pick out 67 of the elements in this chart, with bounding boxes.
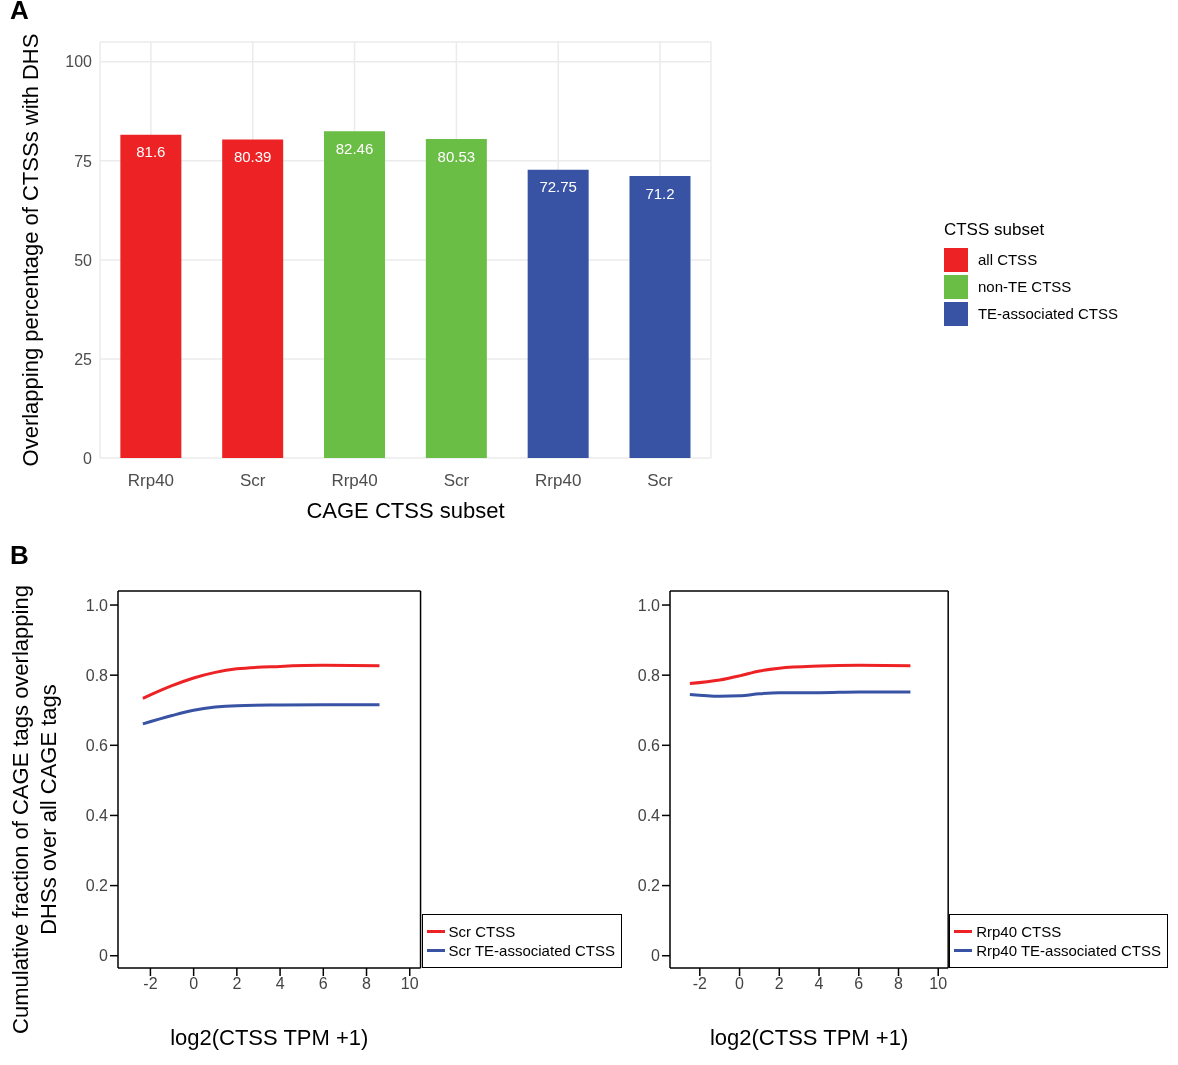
data-label: 82.46 bbox=[335, 139, 374, 157]
y-tick-label: 0.6 bbox=[85, 736, 109, 754]
x-axis-title: log2(CTSS TPM +1) bbox=[170, 1025, 369, 1050]
x-tick-label: 2 bbox=[774, 975, 784, 993]
x-tick-label: Scr bbox=[239, 471, 266, 491]
y-tick-label: 0.4 bbox=[637, 807, 661, 825]
x-tick-label: 8 bbox=[894, 975, 904, 993]
y-tick-label: 0.2 bbox=[85, 877, 109, 895]
y-tick-label: 0.2 bbox=[637, 877, 661, 895]
x-tick-label: 4 bbox=[814, 975, 824, 993]
y-tick-label: 1.0 bbox=[85, 596, 109, 614]
x-tick-label: Rrp40 bbox=[535, 471, 582, 491]
data-label: 71.2 bbox=[645, 184, 675, 202]
text: B bbox=[10, 540, 29, 571]
x-tick-label: Scr bbox=[647, 471, 674, 491]
x-tick-label: -2 bbox=[143, 975, 158, 993]
y-tick-label: 0.4 bbox=[85, 807, 109, 825]
y-tick-label: 25 bbox=[74, 350, 93, 368]
legend-label: Scr CTSS bbox=[447, 923, 517, 940]
data-label: 72.75 bbox=[539, 178, 577, 196]
data-label: 81.6 bbox=[136, 143, 166, 161]
y-tick-label: 0.8 bbox=[85, 666, 109, 684]
legend-label: Rrp40 TE-associated CTSS bbox=[975, 942, 1161, 959]
x-tick-label: 4 bbox=[275, 975, 285, 993]
y-tick-label: 0 bbox=[99, 947, 109, 965]
y-tick-label: 1.0 bbox=[637, 596, 661, 614]
bar bbox=[527, 169, 589, 458]
x-tick-label: 8 bbox=[362, 975, 372, 993]
x-tick-label: Rrp40 bbox=[127, 471, 175, 491]
legend-label: Scr TE-associated CTSS bbox=[447, 942, 615, 959]
line-series bbox=[688, 663, 912, 686]
line-series bbox=[141, 703, 381, 726]
legend-label: non-TE CTSS bbox=[976, 277, 1073, 297]
x-axis-title: log2(CTSS TPM +1) bbox=[709, 1025, 909, 1050]
x-tick-label: 10 bbox=[929, 975, 948, 993]
x-tick-label: 10 bbox=[400, 975, 419, 993]
bar bbox=[324, 131, 386, 458]
bar bbox=[120, 134, 182, 458]
y-tick-label: 0 bbox=[651, 947, 661, 965]
legend-label: Rrp40 CTSS bbox=[975, 923, 1063, 940]
data-label: 80.53 bbox=[437, 147, 476, 165]
x-tick-label: 0 bbox=[735, 975, 745, 993]
x-tick-label: Rrp40 bbox=[331, 471, 378, 491]
text: A bbox=[10, 0, 29, 26]
y-tick-label: 0.6 bbox=[637, 736, 661, 754]
x-tick-label: 0 bbox=[189, 975, 199, 993]
bar bbox=[629, 175, 691, 458]
y-axis-title: Overlapping percentage of CTSSs with DHS bbox=[17, 33, 43, 467]
x-tick-label: -2 bbox=[692, 975, 708, 993]
y-tick-label: 75 bbox=[74, 152, 93, 170]
x-tick-label: 6 bbox=[854, 975, 864, 993]
y-tick-label: 100 bbox=[65, 53, 93, 71]
line-series bbox=[141, 663, 381, 700]
data-label: 80.39 bbox=[233, 148, 272, 166]
x-axis-title: CAGE CTSS subset bbox=[306, 498, 505, 523]
y-tick-label: 0 bbox=[83, 449, 93, 467]
x-tick-label: 2 bbox=[232, 975, 242, 993]
bar bbox=[425, 138, 487, 458]
x-tick-label: Scr bbox=[443, 471, 470, 491]
y-tick-label: 50 bbox=[74, 251, 93, 269]
bar bbox=[222, 139, 284, 458]
legend-label: all CTSS bbox=[976, 250, 1039, 270]
y-tick-label: 0.8 bbox=[637, 666, 661, 684]
x-tick-label: 6 bbox=[318, 975, 328, 993]
y-axis-title: Cumulative fraction of CAGE tags overlapping DHSs over all CAGE tags bbox=[8, 585, 61, 1034]
legend-title: CTSS subset bbox=[943, 219, 1046, 240]
legend-label: TE-associated CTSS bbox=[976, 304, 1118, 324]
